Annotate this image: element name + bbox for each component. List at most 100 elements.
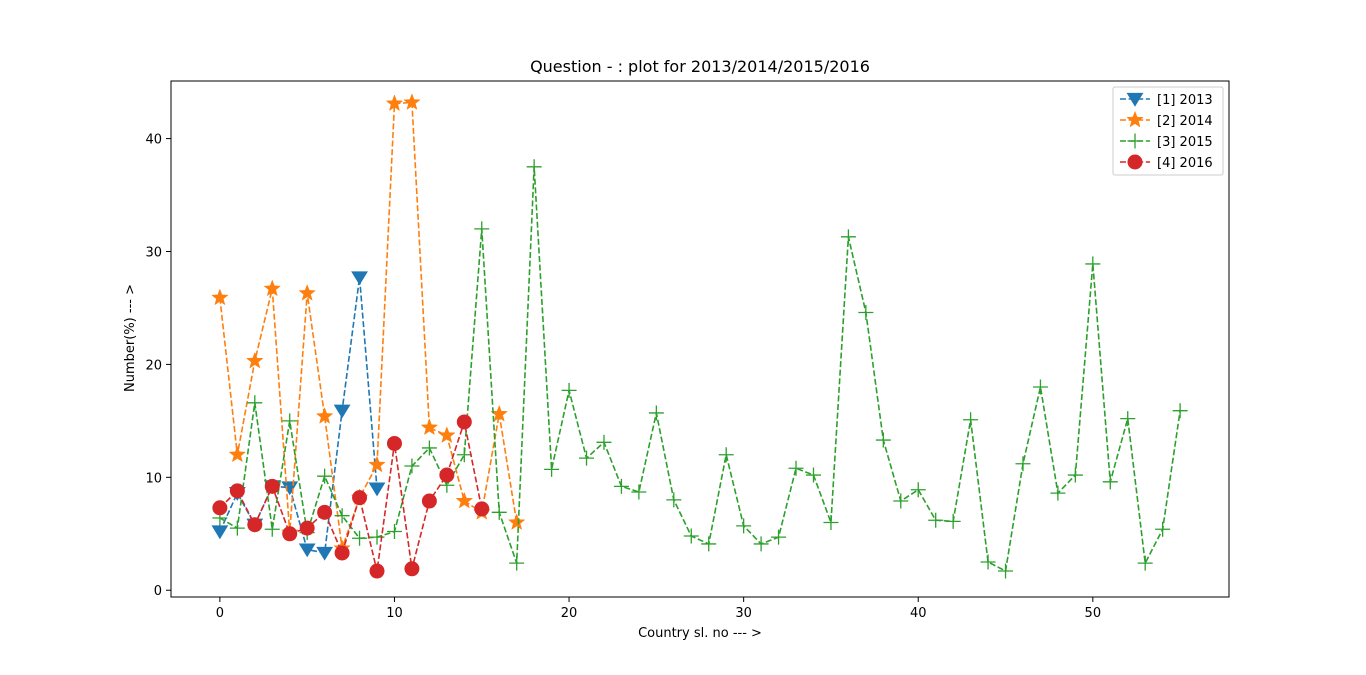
data-point: [596, 434, 612, 450]
plot-area: 0 10 20 30 40 50 0 10 20 30 40: [145, 93, 1188, 621]
y-tick-label: 20: [145, 358, 162, 373]
data-point: [753, 536, 769, 552]
data-point: [910, 482, 926, 498]
legend-box: [1112, 86, 1224, 176]
series-4: [212, 414, 490, 579]
data-point: [247, 395, 263, 411]
data-point: [351, 271, 368, 286]
data-point: [368, 455, 386, 473]
data-point: [683, 528, 699, 544]
data-point: [945, 513, 961, 529]
data-point: [298, 284, 316, 301]
data-point: [579, 450, 595, 466]
data-point: [507, 513, 526, 530]
data-point: [386, 435, 402, 451]
x-tick-label: 0: [216, 606, 224, 621]
data-point: [788, 460, 804, 476]
data-point: [385, 94, 404, 112]
data-point: [736, 518, 752, 534]
data-point: [1137, 555, 1153, 571]
data-point: [1172, 403, 1188, 419]
legend-marker-swatch: [1127, 154, 1143, 170]
x-tick-label: 10: [386, 606, 403, 621]
data-point: [317, 504, 333, 520]
data-point: [334, 508, 350, 524]
data-point: [928, 512, 944, 528]
series-line: [219, 166, 1181, 573]
data-point: [299, 520, 315, 536]
data-point: [229, 520, 245, 536]
data-point: [439, 467, 455, 483]
x-tick-label: 50: [1085, 606, 1102, 621]
data-point: [438, 426, 456, 443]
data-point: [352, 530, 368, 546]
data-point: [474, 221, 490, 237]
axes-frame: [170, 80, 1230, 598]
legend-entry: [3] 2015: [1120, 133, 1213, 150]
data-point: [823, 514, 839, 530]
legend-entry: [4] 2016: [1120, 154, 1213, 171]
data-point: [229, 483, 245, 499]
data-point: [368, 482, 386, 497]
data-point: [421, 440, 437, 456]
data-point: [491, 504, 507, 520]
y-axis-label: Number(%) --- >: [123, 284, 138, 392]
data-point: [631, 484, 647, 500]
data-point: [980, 554, 996, 570]
data-point: [403, 93, 421, 110]
data-point: [875, 432, 891, 448]
data-point: [718, 447, 734, 463]
data-point: [544, 461, 560, 477]
legend-marker-swatch: [1126, 92, 1144, 107]
x-tick-label: 30: [735, 606, 752, 621]
data-point: [1120, 411, 1136, 427]
legend-label: [4] 2016: [1157, 156, 1213, 171]
series-line: [219, 418, 483, 572]
data-point: [211, 288, 229, 306]
data-point: [1015, 456, 1031, 472]
data-point: [386, 524, 402, 540]
data-point: [264, 521, 280, 537]
data-point: [456, 414, 472, 430]
data-point: [263, 279, 282, 297]
data-point: [526, 159, 542, 175]
data-point: [998, 563, 1014, 579]
data-point: [317, 468, 333, 484]
data-point: [315, 407, 334, 424]
data-point: [771, 529, 787, 545]
series-3: [212, 159, 1188, 579]
y-tick-label: 40: [145, 133, 162, 148]
data-point: [369, 563, 385, 579]
data-point: [840, 229, 856, 245]
data-point: [455, 491, 474, 509]
x-tick-label: 20: [561, 606, 578, 621]
data-point: [334, 545, 350, 561]
data-point: [456, 447, 472, 463]
chart-title: Question - : plot for 2013/2014/2015/201…: [530, 57, 870, 76]
data-point: [1102, 474, 1118, 490]
data-point: [1032, 379, 1048, 395]
data-point: [474, 501, 490, 517]
y-tick-label: 10: [145, 471, 162, 486]
data-point: [648, 405, 664, 421]
data-point: [404, 458, 420, 474]
legend-label: [3] 2015: [1157, 135, 1213, 150]
legend-marker-swatch: [1127, 133, 1143, 149]
data-point: [333, 404, 351, 419]
legend-marker-swatch: [1126, 110, 1144, 128]
data-point: [264, 478, 280, 494]
data-point: [316, 546, 334, 561]
data-point: [509, 555, 525, 571]
legend-entry: [1] 2013: [1120, 92, 1213, 108]
data-point: [212, 500, 228, 516]
data-point: [211, 525, 229, 540]
data-point: [805, 467, 821, 483]
data-point: [893, 493, 909, 509]
data-point: [666, 492, 682, 508]
data-point: [228, 445, 247, 463]
legend-label: [1] 2013: [1157, 93, 1213, 108]
data-point: [298, 543, 316, 558]
data-point: [282, 526, 298, 542]
